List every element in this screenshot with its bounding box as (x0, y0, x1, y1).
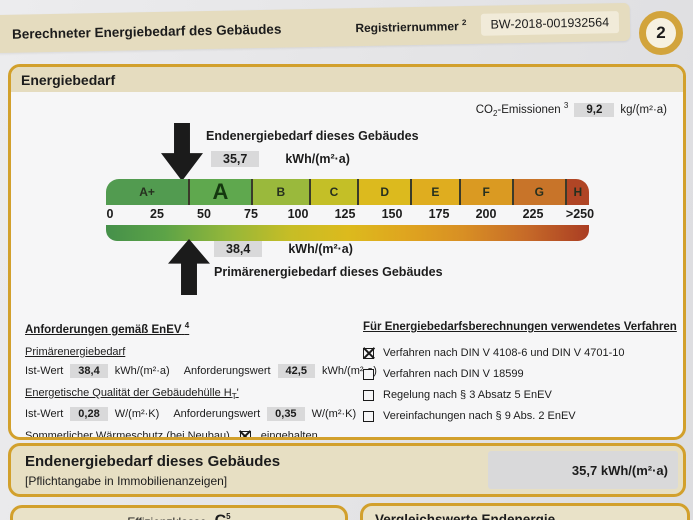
primary-ist-value: 38,4 (70, 363, 108, 378)
co2-label: CO2-Emissionen 3 (475, 101, 569, 119)
end-energy-label: Endenergiebedarf dieses Gebäudes (206, 129, 419, 143)
co2-emissions-line: CO2-Emissionen 3 9,2 kg/(m²·a) (476, 101, 667, 118)
efficiency-class-band: A+ A B C D E F G H (106, 179, 589, 205)
tick-125: 125 (334, 207, 356, 221)
comparison-values-title: Vergleichswerte Endenergie (375, 512, 556, 520)
end-energy-arrow-icon (161, 123, 203, 181)
method-checkbox-par3 (363, 389, 374, 401)
page-header: Berechneter Energiebedarf des Gebäudes R… (0, 2, 631, 54)
class-segment-aplus: A+ (106, 179, 189, 205)
energiebedarf-section: Energiebedarf CO2-Emissionen 3 9,2 kg/(m… (8, 64, 686, 440)
tick-150: 150 (381, 207, 403, 221)
efficiency-class-box: Effizienzklasse C5 (10, 505, 348, 520)
summer-heat-protection-row: Sommerlicher Wärmeschutz (bei Neubau) ei… (25, 430, 355, 440)
envelope-quality-subheading: Energetische Qualität der Gebäudehülle H… (25, 386, 239, 402)
method-option-row: Verfahren nach DIN V 18599 (363, 368, 683, 380)
comparison-values-box: Vergleichswerte Endenergie (360, 503, 690, 520)
tick-225: 225 (522, 207, 544, 221)
requirement-label: Anforderungswert (173, 408, 261, 421)
co2-unit: kg/(m²·a) (620, 103, 667, 116)
tick-200: 200 (475, 207, 497, 221)
method-option-label: Verfahren nach DIN V 4108-6 und DIN V 47… (383, 347, 625, 359)
co2-value: 9,2 (574, 102, 615, 117)
end-energy-value: 35,7 (211, 151, 260, 167)
tick-0: 0 (106, 207, 114, 221)
section-title-bar: Energiebedarf (11, 67, 683, 92)
envelope-ist-value: 0,28 (70, 407, 108, 422)
class-segment-g: G (511, 179, 565, 205)
end-energy-summary-text: Endenergiebedarf dieses Gebäudes [Pflich… (25, 453, 280, 488)
primary-energy-label: Primärenergiebedarf dieses Gebäudes (214, 265, 443, 279)
gradient-bar (106, 225, 589, 241)
class-segment-e: E (410, 179, 459, 205)
page-title: Berechneter Energiebedarf des Gebäudes (11, 21, 282, 42)
end-energy-summary-subtitle: [Pflichtangabe in Immobilienanzeigen] (25, 474, 228, 488)
method-option-row: Regelung nach § 3 Absatz 5 EnEV (363, 389, 683, 401)
ist-label: Ist-Wert (25, 408, 64, 421)
method-checkbox-par9 (363, 410, 374, 422)
method-checkbox-din18599 (363, 368, 374, 380)
method-option-label: Regelung nach § 3 Absatz 5 EnEV (383, 389, 552, 401)
end-energy-summary-title: Endenergiebedarf dieses Gebäudes (25, 453, 281, 470)
tick-250plus: >250 (565, 207, 595, 221)
primary-ist-unit: kWh/(m²·a) (114, 364, 170, 377)
primary-demand-subheading: Primärenergiebedarf (25, 345, 126, 358)
registry-value: BW-2018-001932564 (480, 11, 620, 36)
scale-tick-labels: 0 25 50 75 100 125 150 175 200 225 >250 (106, 207, 595, 225)
end-energy-unit: kWh/(m²·a) (285, 152, 350, 166)
requirements-column: Anforderungen gemäß EnEV 4 Primärenergie… (25, 321, 377, 440)
class-segment-b: B (250, 179, 309, 205)
efficiency-class-value: C5 (215, 512, 231, 520)
primary-demand-row: Ist-Wert 38,4 kWh/(m²·a) Anforderungswer… (25, 363, 377, 378)
method-checkbox-din4108 (363, 347, 374, 359)
method-option-label: Verfahren nach DIN V 18599 (383, 368, 524, 380)
envelope-req-value: 0,35 (267, 407, 305, 422)
end-energy-value-row: 35,7 kWh/(m²·a) (211, 151, 350, 167)
primary-energy-unit: kWh/(m²·a) (288, 242, 353, 256)
envelope-quality-row: Ist-Wert 0,28 W/(m²·K) Anforderungswert … (25, 407, 357, 422)
requirements-title: Anforderungen gemäß EnEV 4 (25, 321, 190, 336)
section-title: Energiebedarf (21, 71, 116, 88)
page-number-badge: 2 (639, 11, 683, 55)
ist-label: Ist-Wert (25, 364, 64, 377)
tick-50: 50 (197, 207, 211, 221)
efficiency-class-label: Effizienzklasse (127, 512, 206, 520)
requirement-label: Anforderungswert (183, 364, 271, 377)
summer-heat-check-label: eingehalten (260, 430, 318, 440)
envelope-req-unit: W/(m²·K) (311, 408, 357, 421)
primary-energy-value: 38,4 (214, 241, 263, 257)
end-energy-summary-value: 35,7 kWh/(m²·a) (488, 451, 678, 489)
primary-req-value: 42,5 (277, 363, 315, 378)
method-option-row: Verfahren nach DIN V 4108-6 und DIN V 47… (363, 347, 683, 359)
summer-heat-label: Sommerlicher Wärmeschutz (bei Neubau) (25, 430, 230, 440)
class-segment-f: F (458, 179, 512, 205)
tick-175: 175 (428, 207, 450, 221)
method-column: Für Energiebedarfsberechnungen verwendet… (363, 321, 683, 431)
tick-75: 75 (244, 207, 258, 221)
primary-energy-value-row: 38,4 kWh/(m²·a) (214, 241, 353, 257)
page-number: 2 (656, 23, 666, 42)
method-option-row: Vereinfachungen nach § 9 Abs. 2 EnEV (363, 410, 683, 422)
method-title: Für Energiebedarfsberechnungen verwendet… (363, 321, 677, 333)
end-energy-summary-box: Endenergiebedarf dieses Gebäudes [Pflich… (8, 443, 686, 497)
class-segment-h: H (564, 179, 589, 205)
registry-label: Registriernummer 2 (355, 17, 467, 35)
summer-heat-checkbox (239, 430, 251, 437)
class-segment-d: D (357, 179, 411, 205)
class-segment-c: C (308, 179, 358, 205)
registry-footnote: 2 (461, 17, 467, 27)
class-segment-a-current: A (188, 179, 251, 205)
tick-100: 100 (287, 207, 309, 221)
primary-energy-arrow-icon (168, 239, 210, 295)
method-option-label: Vereinfachungen nach § 9 Abs. 2 EnEV (383, 410, 576, 422)
envelope-ist-unit: W/(m²·K) (114, 408, 160, 421)
tick-25: 25 (150, 207, 164, 221)
